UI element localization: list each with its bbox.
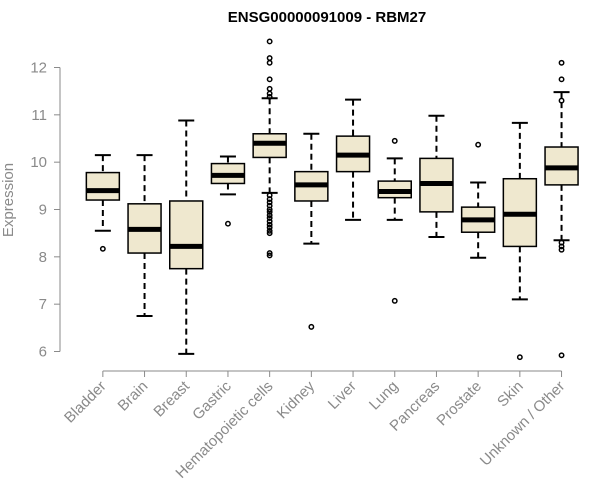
outlier-point bbox=[558, 243, 565, 250]
outlier-point bbox=[266, 227, 273, 234]
outlier-point bbox=[558, 352, 565, 359]
chart-title: ENSG00000091009 - RBM27 bbox=[228, 9, 426, 26]
outlier-point bbox=[266, 224, 273, 231]
box-group bbox=[127, 154, 162, 317]
outlier-point bbox=[516, 354, 523, 361]
outlier-point bbox=[558, 76, 565, 83]
outlier-point bbox=[266, 252, 273, 259]
outlier-point bbox=[558, 97, 565, 104]
outlier-point bbox=[391, 297, 398, 304]
outlier-point bbox=[266, 38, 273, 45]
outlier-point bbox=[266, 215, 273, 221]
outlier-point bbox=[391, 137, 398, 144]
x-tick-label: Bladder bbox=[61, 378, 110, 427]
box-group bbox=[544, 59, 579, 359]
outlier-point bbox=[266, 93, 273, 100]
box-group bbox=[252, 38, 287, 259]
y-tick-label: 8 bbox=[39, 249, 47, 266]
outlier-point bbox=[266, 55, 273, 61]
x-tick-label: Brain bbox=[115, 378, 152, 415]
outlier-point bbox=[266, 212, 273, 219]
outlier-point bbox=[266, 206, 273, 213]
outlier-point bbox=[266, 230, 273, 237]
outlier-point bbox=[558, 246, 565, 253]
x-tick-label: Breast bbox=[150, 377, 193, 420]
outlier-point bbox=[266, 221, 273, 228]
y-tick-label: 12 bbox=[30, 60, 47, 77]
y-tick-label: 7 bbox=[39, 296, 47, 313]
box-group bbox=[377, 137, 412, 304]
outlier-point bbox=[266, 208, 273, 215]
outlier-point bbox=[99, 245, 106, 252]
x-tick-label: Lung bbox=[366, 378, 402, 414]
box-group bbox=[85, 154, 121, 252]
outlier-point bbox=[558, 59, 565, 66]
outlier-point bbox=[266, 196, 273, 203]
y-axis-label: Expression bbox=[0, 163, 17, 237]
box-group bbox=[460, 141, 496, 259]
outlier-point bbox=[308, 323, 315, 330]
y-tick-label: 11 bbox=[31, 107, 47, 124]
box-iqr bbox=[169, 200, 204, 270]
outlier-point bbox=[225, 220, 231, 227]
x-tick-label: Kidney bbox=[274, 377, 319, 422]
box-group bbox=[419, 114, 454, 238]
outlier-point bbox=[266, 218, 273, 225]
box-group bbox=[210, 155, 246, 227]
box-group bbox=[169, 119, 204, 355]
outlier-point bbox=[266, 85, 273, 92]
plot-area bbox=[85, 38, 579, 361]
outlier-point bbox=[266, 199, 273, 206]
x-tick-label: Prostate bbox=[433, 378, 485, 430]
box-group bbox=[502, 121, 538, 361]
y-tick-label: 6 bbox=[39, 344, 47, 361]
box-group bbox=[294, 132, 329, 330]
box-group bbox=[335, 98, 371, 221]
y-tick-label: 10 bbox=[30, 154, 47, 171]
outlier-point bbox=[266, 250, 273, 256]
outlier-point bbox=[266, 90, 273, 97]
outlier-point bbox=[475, 141, 482, 148]
y-axis: 6 7 8 9 10 11 12 bbox=[30, 60, 61, 361]
box-iqr bbox=[85, 171, 121, 201]
y-tick-label: 9 bbox=[39, 202, 47, 219]
x-tick-label: Skin bbox=[494, 378, 527, 411]
outlier-point bbox=[266, 76, 273, 83]
outlier-point bbox=[266, 59, 273, 66]
x-tick-label: Liver bbox=[325, 378, 360, 413]
